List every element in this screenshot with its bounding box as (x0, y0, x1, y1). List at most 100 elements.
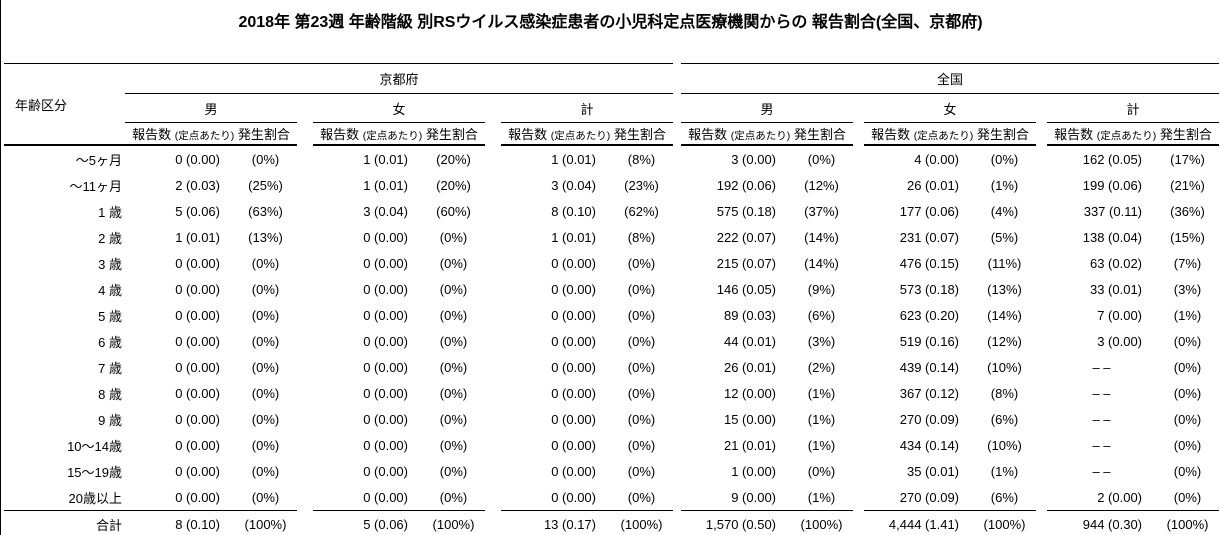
count-cell: 0 (0.00) (175, 307, 220, 323)
count-cell: 0 (0.00) (363, 463, 408, 479)
table-row: 〜11ヶ月 2 (0.03) (25%) 1 (0.01) (20%) 3 (0.04) (… (4, 172, 1219, 198)
column-spacer (853, 302, 864, 328)
column-spacer (1036, 198, 1047, 224)
count-cell: 3 (0.04) (551, 177, 596, 193)
table-row: 3 歳 0 (0.00) (0%) 0 (0.00) (0%) 0 (0.00) (0%) 2… (4, 250, 1219, 276)
count-cell: 439 (0.14) (899, 359, 960, 375)
count-cell: 3 (0.00) (1097, 333, 1143, 349)
rate-cell: (37%) (804, 203, 839, 219)
column-spacer (1036, 380, 1047, 406)
count-cell: 0 (0.00) (175, 359, 220, 375)
rate-cell: (0%) (627, 437, 656, 453)
column-spacer (1036, 302, 1047, 328)
count-cell: 270 (0.09) (899, 411, 960, 427)
column-spacer (673, 145, 681, 172)
column-spacer (673, 484, 681, 511)
count-cell: – – (1092, 411, 1111, 427)
sex-header-kyoto-male: 男 (125, 93, 297, 123)
column-spacer (297, 198, 313, 224)
count-cell: 0 (0.00) (175, 151, 220, 167)
rate-cell: (0%) (251, 437, 280, 453)
count-cell: 13 (0.17) (501, 510, 610, 535)
count-cell: 215 (0.07) (716, 255, 777, 271)
measure-header: 報告数 (定点あたり) 発生割合 (125, 122, 297, 146)
rate-cell: (0%) (807, 463, 836, 479)
column-spacer (485, 276, 501, 302)
column-spacer (485, 302, 501, 328)
rate-cell: (100%) (790, 510, 854, 535)
rate-cell: (100%) (234, 510, 297, 535)
column-spacer (853, 276, 864, 302)
rate-cell: (0%) (439, 359, 468, 375)
count-cell: 0 (0.00) (551, 411, 596, 427)
column-spacer (485, 145, 501, 172)
age-cell: 6 歳 (98, 334, 122, 350)
rate-cell: (0%) (439, 385, 468, 401)
count-cell: 26 (0.01) (723, 359, 777, 375)
column-spacer (485, 123, 501, 146)
rate-cell: (0%) (627, 255, 656, 271)
count-cell: 367 (0.12) (899, 385, 960, 401)
count-cell: 0 (0.00) (363, 255, 408, 271)
count-cell: 162 (0.05) (1082, 151, 1143, 167)
rate-cell: (8%) (990, 385, 1019, 401)
count-cell: 12 (0.00) (723, 385, 777, 401)
column-spacer (485, 172, 501, 198)
rate-cell: (13%) (987, 281, 1022, 297)
rate-cell: (1%) (807, 489, 836, 505)
count-cell: 0 (0.00) (363, 359, 408, 375)
column-spacer (673, 94, 681, 123)
rate-cell: (10%) (987, 437, 1022, 453)
rate-cell: (2%) (807, 359, 836, 375)
rate-cell: (0%) (627, 359, 656, 375)
count-cell: 192 (0.06) (716, 177, 777, 193)
count-cell: 0 (0.00) (551, 359, 596, 375)
measure-header: 報告数 (定点あたり) 発生割合 (864, 122, 1037, 146)
column-spacer (1036, 224, 1047, 250)
rate-cell: (0%) (251, 411, 280, 427)
column-spacer (853, 484, 864, 511)
column-spacer (1036, 123, 1047, 146)
rate-cell: (0%) (1173, 333, 1202, 349)
rate-cell: (100%) (1156, 510, 1220, 535)
rate-cell: (0%) (439, 437, 468, 453)
column-spacer (297, 458, 313, 484)
column-spacer (673, 172, 681, 198)
count-cell: 0 (0.00) (551, 255, 596, 271)
rate-cell: (1%) (807, 437, 836, 453)
column-spacer (673, 250, 681, 276)
count-cell: 0 (0.00) (175, 463, 220, 479)
age-cell: 4 歳 (98, 282, 122, 298)
column-spacer (853, 123, 864, 146)
count-cell: – – (1092, 437, 1111, 453)
rate-cell: (0%) (627, 385, 656, 401)
rate-cell: (63%) (248, 203, 283, 219)
age-cell: 8 歳 (98, 386, 122, 402)
table-row: 20歳以上 0 (0.00) (0%) 0 (0.00) (0%) 0 (0.00) (0%… (4, 484, 1219, 511)
age-cell: 9 歳 (98, 412, 122, 428)
rate-cell: (100%) (422, 510, 485, 535)
region-header-row: 年齢区分 京都府 全国 (4, 63, 1220, 146)
sex-header-national-male: 男 (681, 93, 854, 123)
column-spacer (673, 64, 681, 94)
age-cell: 〜5ヶ月 (75, 152, 122, 168)
column-spacer (297, 276, 313, 302)
sex-header-kyoto-total: 計 (501, 93, 674, 123)
count-cell: 26 (0.01) (906, 177, 960, 193)
count-cell: 8 (0.10) (125, 510, 234, 535)
region-header-national: 全国 (681, 63, 1220, 94)
rate-cell: (0%) (251, 281, 280, 297)
column-spacer (853, 145, 864, 172)
column-spacer (485, 94, 501, 123)
rate-cell: (1%) (990, 177, 1019, 193)
measure-header-row: 報告数 (定点あたり) 発生割合 報告数 (定点あたり) 発生割合 報告数 (定… (4, 122, 1220, 146)
count-cell: 4 (0.00) (914, 151, 960, 167)
count-cell: 177 (0.06) (899, 203, 960, 219)
column-spacer (1036, 276, 1047, 302)
column-spacer (1036, 145, 1047, 172)
rate-cell: (0%) (1173, 489, 1202, 505)
rate-cell: (1%) (807, 411, 836, 427)
count-cell: 7 (0.00) (1097, 307, 1143, 323)
count-cell: 519 (0.16) (899, 333, 960, 349)
table-row: 15〜19歳 0 (0.00) (0%) 0 (0.00) (0%) 0 (0.00) (0… (4, 458, 1219, 484)
